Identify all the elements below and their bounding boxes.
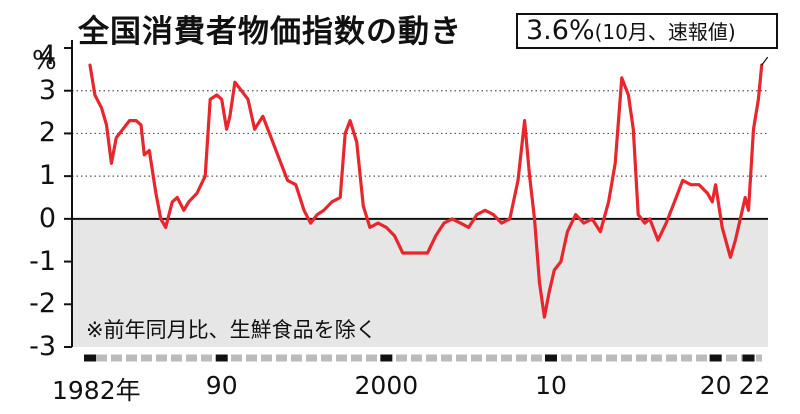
y-tick-label: 2 — [38, 117, 56, 149]
time-axis-marker — [709, 354, 722, 362]
time-axis-marker — [380, 354, 393, 362]
time-axis-marker — [742, 354, 755, 362]
y-tick-label: 4 — [38, 40, 56, 71]
x-tick-label: 22 — [738, 371, 771, 400]
x-tick-label: 1982年 — [52, 376, 141, 405]
y-tick-label: 3 — [38, 74, 56, 106]
latest-value-callout: 3.6%(10月、速報値) — [516, 13, 778, 49]
y-tick-label: -1 — [29, 245, 56, 277]
y-tick-label: 0 — [38, 202, 56, 234]
time-axis-marker — [544, 354, 557, 362]
y-tick-label: -3 — [29, 331, 56, 362]
callout-value: 3.6% — [526, 15, 595, 46]
time-axis-marker — [215, 354, 228, 362]
x-tick-label: 90 — [205, 371, 238, 400]
cpi-series-line — [88, 63, 764, 319]
negative-region-shading — [72, 218, 768, 347]
y-tick-label: 1 — [38, 160, 56, 192]
x-tick-label: 2000 — [354, 371, 419, 400]
x-tick-label: 20 — [699, 371, 732, 400]
time-axis-marker — [84, 354, 96, 362]
callout-leader — [761, 56, 769, 66]
chart-note: ※前年同月比、生鮮食品を除く — [86, 318, 377, 342]
chart-title: 全国消費者物価指数の動き — [78, 14, 462, 50]
y-axis-unit: % — [32, 46, 57, 76]
x-tick-label: 10 — [535, 371, 567, 400]
y-tick-label: -2 — [29, 288, 56, 320]
callout-detail: (10月、速報値) — [594, 20, 736, 44]
